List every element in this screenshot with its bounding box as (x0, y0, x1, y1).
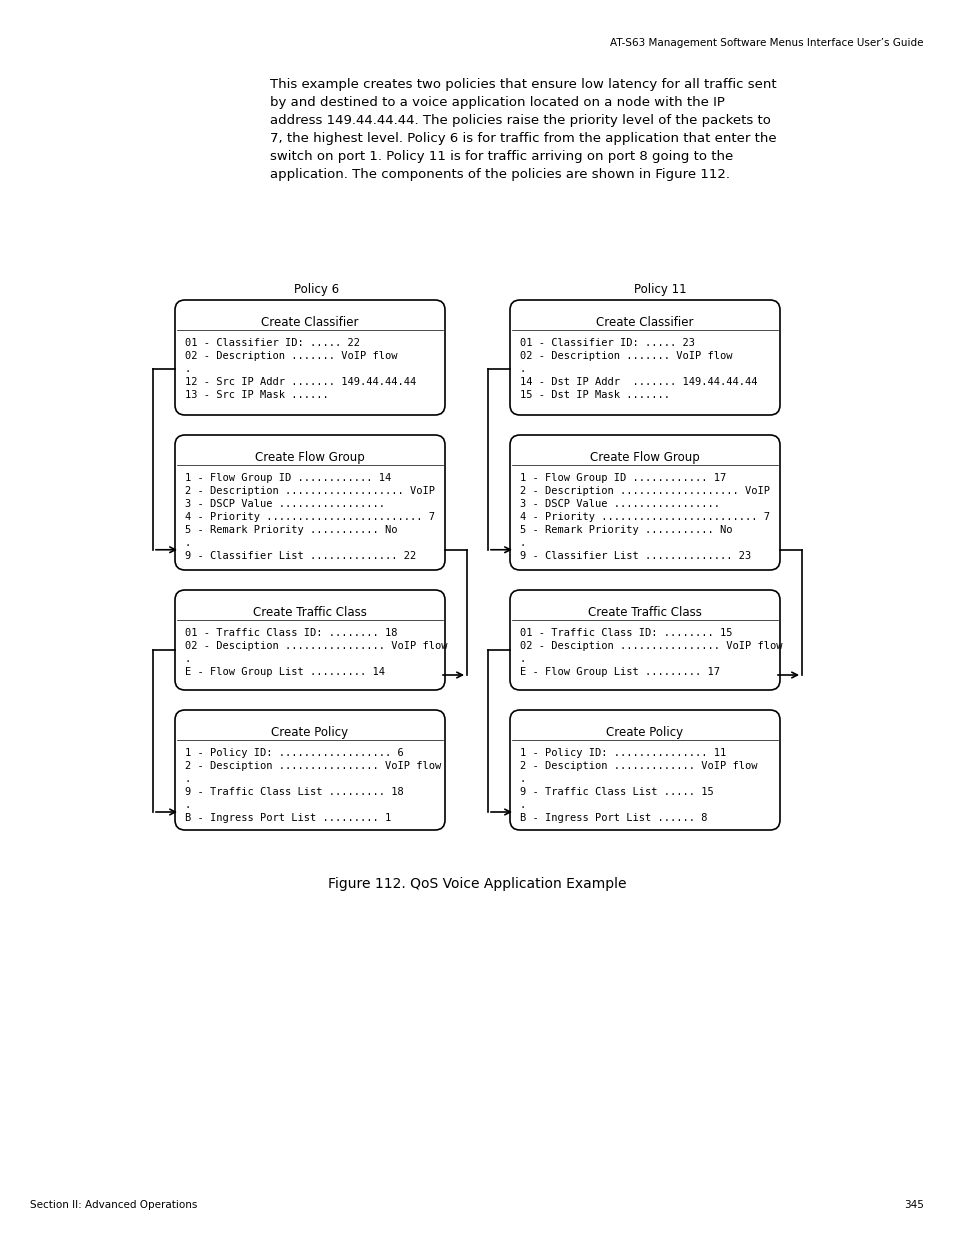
Text: .: . (185, 774, 191, 784)
FancyBboxPatch shape (510, 590, 780, 690)
Text: Figure 112. QoS Voice Application Example: Figure 112. QoS Voice Application Exampl… (328, 877, 625, 890)
Text: AT-S63 Management Software Menus Interface User’s Guide: AT-S63 Management Software Menus Interfa… (610, 38, 923, 48)
Text: Create Policy: Create Policy (272, 726, 348, 739)
FancyBboxPatch shape (174, 300, 444, 415)
Text: 9 - Traffic Class List ..... 15: 9 - Traffic Class List ..... 15 (519, 787, 713, 797)
Text: 9 - Classifier List .............. 22: 9 - Classifier List .............. 22 (185, 551, 416, 561)
Text: E - Flow Group List ......... 14: E - Flow Group List ......... 14 (185, 667, 385, 677)
Text: 01 - Traffic Class ID: ........ 18: 01 - Traffic Class ID: ........ 18 (185, 629, 397, 638)
Text: 02 - Desciption ................ VoIP flow: 02 - Desciption ................ VoIP fl… (519, 641, 781, 651)
Text: 01 - Classifier ID: ..... 22: 01 - Classifier ID: ..... 22 (185, 338, 359, 348)
Text: 15 - Dst IP Mask .......: 15 - Dst IP Mask ....... (519, 390, 669, 400)
Text: 1 - Policy ID: ............... 11: 1 - Policy ID: ............... 11 (519, 748, 725, 758)
Text: 2 - Desciption ............. VoIP flow: 2 - Desciption ............. VoIP flow (519, 761, 757, 771)
Text: 4 - Priority ......................... 7: 4 - Priority ......................... 7 (519, 513, 769, 522)
Text: Create Flow Group: Create Flow Group (254, 451, 364, 464)
Text: B - Ingress Port List ......... 1: B - Ingress Port List ......... 1 (185, 813, 391, 823)
Text: 1 - Policy ID: .................. 6: 1 - Policy ID: .................. 6 (185, 748, 403, 758)
Text: Create Classifier: Create Classifier (261, 316, 358, 329)
Text: Policy 6: Policy 6 (294, 283, 339, 296)
Text: 9 - Classifier List .............. 23: 9 - Classifier List .............. 23 (519, 551, 750, 561)
Text: 345: 345 (903, 1200, 923, 1210)
Text: 14 - Dst IP Addr  ....... 149.44.44.44: 14 - Dst IP Addr ....... 149.44.44.44 (519, 377, 757, 387)
Text: Create Flow Group: Create Flow Group (590, 451, 700, 464)
Text: 01 - Traffic Class ID: ........ 15: 01 - Traffic Class ID: ........ 15 (519, 629, 732, 638)
Text: 3 - DSCP Value .................: 3 - DSCP Value ................. (519, 499, 720, 509)
Text: This example creates two policies that ensure low latency for all traffic sent
b: This example creates two policies that e… (270, 78, 776, 182)
Text: B - Ingress Port List ...... 8: B - Ingress Port List ...... 8 (519, 813, 707, 823)
Text: 5 - Remark Priority ........... No: 5 - Remark Priority ........... No (519, 525, 732, 535)
Text: .: . (519, 538, 526, 548)
Text: .: . (185, 538, 191, 548)
Text: .: . (519, 655, 526, 664)
Text: .: . (519, 364, 526, 374)
Text: Create Classifier: Create Classifier (596, 316, 693, 329)
Text: Create Traffic Class: Create Traffic Class (587, 606, 701, 619)
Text: Section II: Advanced Operations: Section II: Advanced Operations (30, 1200, 197, 1210)
FancyBboxPatch shape (510, 300, 780, 415)
Text: 2 - Description ................... VoIP: 2 - Description ................... VoIP (519, 487, 769, 496)
Text: E - Flow Group List ......... 17: E - Flow Group List ......... 17 (519, 667, 720, 677)
Text: .: . (519, 774, 526, 784)
Text: 3 - DSCP Value .................: 3 - DSCP Value ................. (185, 499, 385, 509)
Text: .: . (185, 655, 191, 664)
Text: .: . (185, 364, 191, 374)
Text: 1 - Flow Group ID ............ 17: 1 - Flow Group ID ............ 17 (519, 473, 725, 483)
Text: 1 - Flow Group ID ............ 14: 1 - Flow Group ID ............ 14 (185, 473, 391, 483)
Text: 2 - Desciption ................ VoIP flow: 2 - Desciption ................ VoIP flo… (185, 761, 441, 771)
Text: 2 - Description ................... VoIP: 2 - Description ................... VoIP (185, 487, 435, 496)
Text: 12 - Src IP Addr ....... 149.44.44.44: 12 - Src IP Addr ....... 149.44.44.44 (185, 377, 416, 387)
Text: 13 - Src IP Mask ......: 13 - Src IP Mask ...... (185, 390, 329, 400)
FancyBboxPatch shape (174, 710, 444, 830)
Text: 5 - Remark Priority ........... No: 5 - Remark Priority ........... No (185, 525, 397, 535)
Text: 01 - Classifier ID: ..... 23: 01 - Classifier ID: ..... 23 (519, 338, 695, 348)
Text: 02 - Description ....... VoIP flow: 02 - Description ....... VoIP flow (519, 351, 732, 361)
Text: 4 - Priority ......................... 7: 4 - Priority ......................... 7 (185, 513, 435, 522)
Text: 9 - Traffic Class List ......... 18: 9 - Traffic Class List ......... 18 (185, 787, 403, 797)
Text: 02 - Desciption ................ VoIP flow: 02 - Desciption ................ VoIP fl… (185, 641, 447, 651)
Text: Create Policy: Create Policy (606, 726, 683, 739)
FancyBboxPatch shape (510, 710, 780, 830)
Text: Policy 11: Policy 11 (633, 283, 685, 296)
FancyBboxPatch shape (510, 435, 780, 571)
Text: .: . (185, 800, 191, 810)
FancyBboxPatch shape (174, 435, 444, 571)
Text: .: . (519, 800, 526, 810)
Text: Create Traffic Class: Create Traffic Class (253, 606, 367, 619)
Text: 02 - Description ....... VoIP flow: 02 - Description ....... VoIP flow (185, 351, 397, 361)
FancyBboxPatch shape (174, 590, 444, 690)
